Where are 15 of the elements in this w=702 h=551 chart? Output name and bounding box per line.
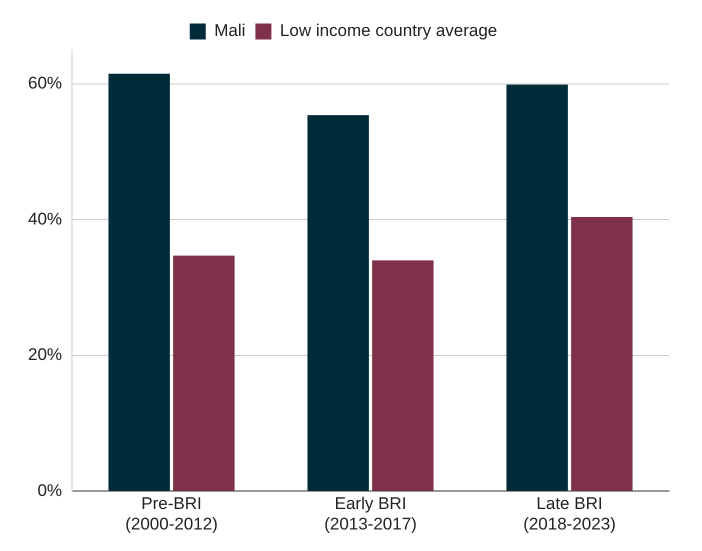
x-tick-label: Early BRI (2013-2017) bbox=[324, 494, 417, 534]
x-tick-label: Pre-BRI (2000-2012) bbox=[125, 494, 218, 534]
y-tick-label: 0% bbox=[37, 480, 62, 500]
bar bbox=[307, 115, 369, 491]
bar bbox=[173, 256, 235, 491]
bar bbox=[506, 84, 568, 491]
legend-label: Mali bbox=[214, 21, 246, 40]
bar bbox=[372, 260, 434, 491]
bar bbox=[571, 216, 633, 491]
y-tick-label: 60% bbox=[28, 74, 62, 93]
x-tick-label: Late BRI (2018-2023) bbox=[523, 494, 616, 534]
bar bbox=[108, 74, 170, 491]
y-tick-label: 40% bbox=[28, 209, 62, 228]
y-tick-label: 20% bbox=[28, 345, 62, 364]
legend-label: Low income country average bbox=[280, 21, 498, 40]
